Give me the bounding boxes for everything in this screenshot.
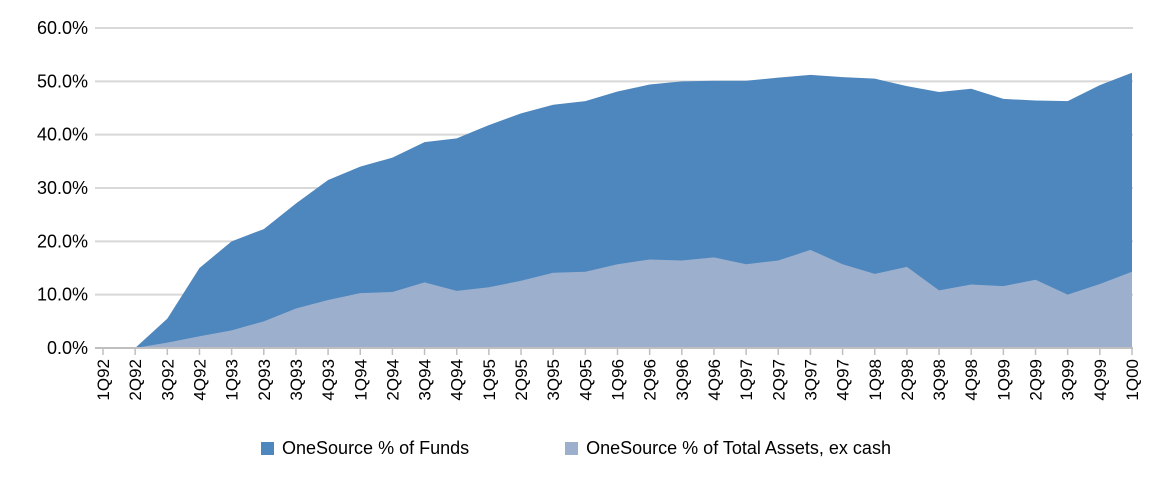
y-axis-label: 30.0% — [37, 178, 88, 198]
x-axis-label: 4Q97 — [834, 359, 853, 401]
chart-legend: OneSource % of Funds OneSource % of Tota… — [0, 438, 1152, 459]
y-axis-label: 0.0% — [47, 338, 88, 358]
y-axis-label: 50.0% — [37, 71, 88, 91]
x-axis-label: 2Q93 — [255, 359, 274, 401]
x-axis-label: 2Q92 — [126, 359, 145, 401]
x-axis-label: 3Q99 — [1059, 359, 1078, 401]
x-axis-label: 3Q93 — [287, 359, 306, 401]
legend-label-assets: OneSource % of Total Assets, ex cash — [586, 438, 891, 458]
x-axis-label: 3Q97 — [801, 359, 820, 401]
x-axis-label: 4Q95 — [576, 359, 595, 401]
x-axis-label: 2Q94 — [383, 359, 402, 401]
x-axis-label: 1Q97 — [737, 359, 756, 401]
x-axis-label: 1Q96 — [609, 359, 628, 401]
x-axis-label: 2Q96 — [641, 359, 660, 401]
y-axis-label: 20.0% — [37, 231, 88, 251]
x-axis-label: 1Q94 — [351, 359, 370, 401]
x-axis-label: 4Q94 — [448, 359, 467, 401]
x-axis-label: 3Q92 — [158, 359, 177, 401]
x-axis-label: 1Q93 — [223, 359, 242, 401]
x-axis-label: 3Q95 — [544, 359, 563, 401]
x-axis-label: 4Q92 — [190, 359, 209, 401]
area-series-1 — [103, 249, 1132, 348]
x-axis-label: 4Q96 — [705, 359, 724, 401]
x-axis-label: 1Q95 — [480, 359, 499, 401]
x-axis-label: 2Q99 — [1027, 359, 1046, 401]
legend-swatch-assets-icon — [565, 442, 579, 455]
x-axis-label: 4Q99 — [1091, 359, 1110, 401]
x-axis-label: 1Q99 — [994, 359, 1013, 401]
x-axis-label: 4Q93 — [319, 359, 338, 401]
legend-item-funds: OneSource % of Funds — [261, 438, 469, 459]
y-axis-label: 60.0% — [37, 18, 88, 38]
x-axis-label: 2Q97 — [769, 359, 788, 401]
x-axis-label: 2Q98 — [898, 359, 917, 401]
legend-swatch-funds-icon — [261, 442, 275, 455]
legend-item-assets: OneSource % of Total Assets, ex cash — [565, 438, 891, 459]
y-axis-label: 40.0% — [37, 125, 88, 145]
x-axis-label: 1Q00 — [1123, 359, 1142, 401]
plot-area: 0.0% 10.0% 20.0% 30.0% 40.0% 50.0% 60.0% 1Q92 2Q… — [37, 18, 1142, 401]
x-axis-label: 3Q98 — [930, 359, 949, 401]
x-axis-label: 4Q98 — [962, 359, 981, 401]
x-axis-label: 3Q94 — [416, 359, 435, 401]
x-axis-label: 1Q98 — [866, 359, 885, 401]
legend-label-funds: OneSource % of Funds — [282, 438, 470, 458]
x-axis-label: 2Q95 — [512, 359, 531, 401]
y-axis-label: 10.0% — [37, 285, 88, 305]
x-axis-label: 3Q96 — [673, 359, 692, 401]
x-axis-label: 1Q92 — [94, 359, 113, 401]
